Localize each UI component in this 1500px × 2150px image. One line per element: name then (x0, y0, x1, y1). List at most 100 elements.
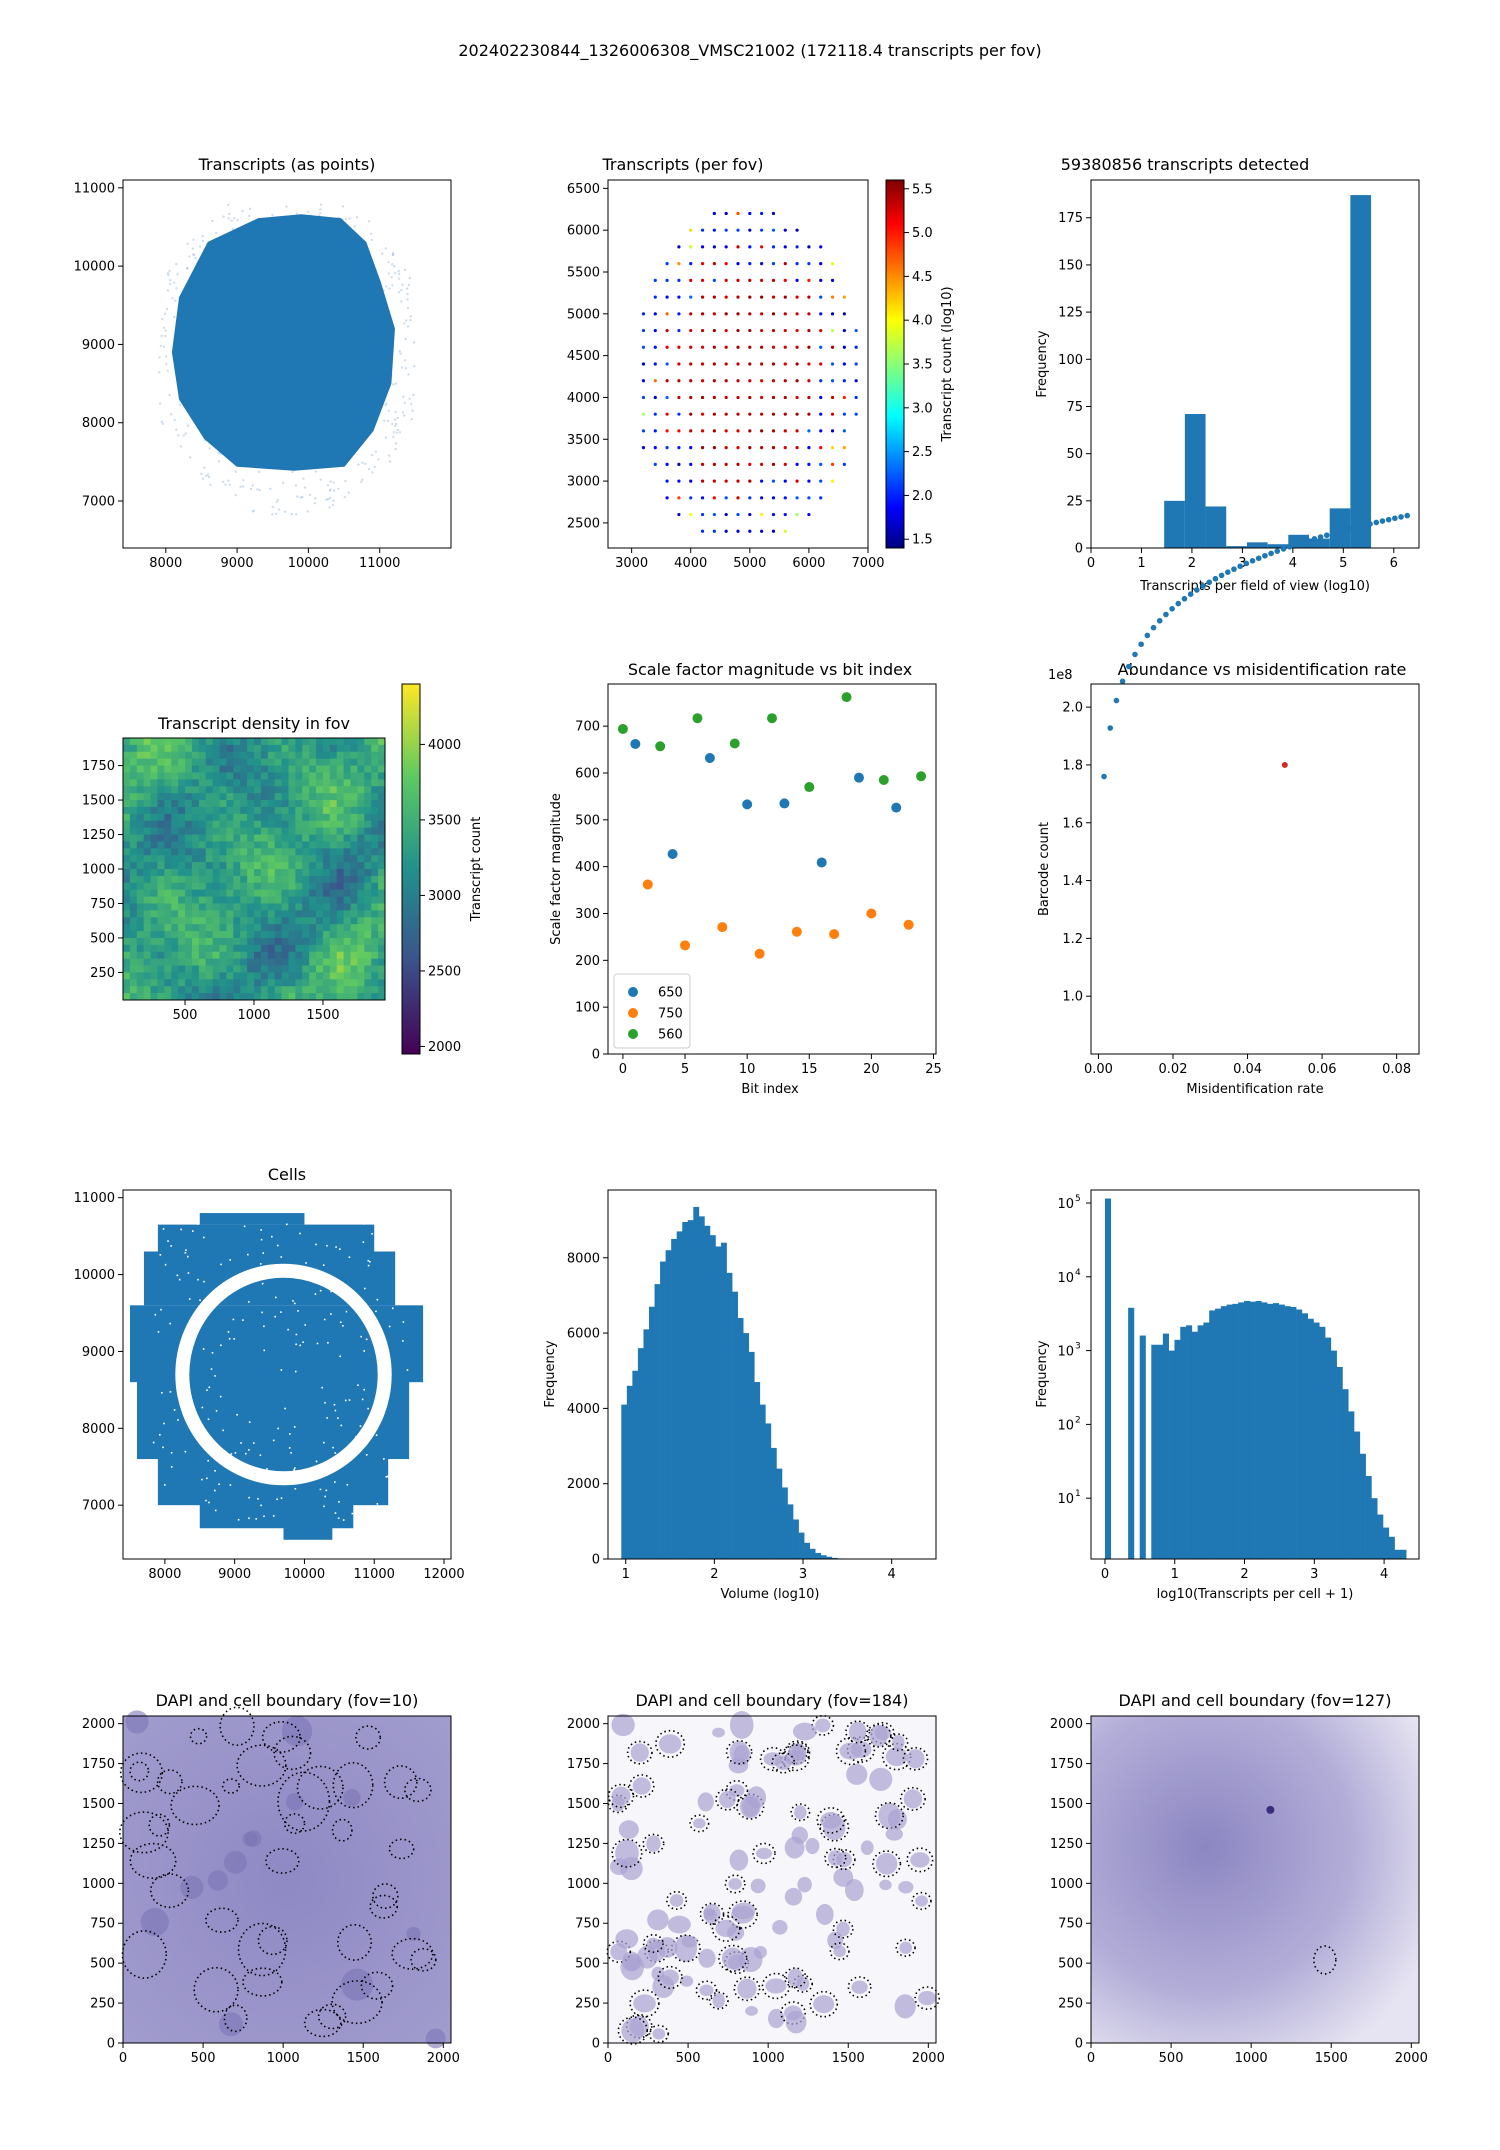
fov-point (677, 245, 681, 249)
fov-point (854, 362, 858, 366)
density-cell (343, 765, 351, 773)
x-tick-label: 10000 (288, 556, 329, 571)
cell-gap (203, 1280, 205, 1283)
nucleus (697, 1792, 714, 1812)
density-cell (150, 765, 158, 773)
density-cell (281, 751, 289, 760)
density-cell (274, 924, 282, 932)
fov-point (819, 479, 823, 483)
hist-bar (1330, 1350, 1337, 1559)
density-cell (178, 772, 186, 780)
density-cell (309, 827, 317, 835)
fov-point (736, 512, 740, 517)
density-cell (295, 779, 303, 787)
faint-point (169, 278, 172, 282)
density-cell (288, 869, 296, 877)
density-cell (212, 800, 220, 808)
hist-bar (1232, 1303, 1239, 1559)
fov-point (665, 395, 669, 400)
nucleus (651, 1966, 665, 1982)
hist-bar (787, 1504, 794, 1559)
density-cell (164, 896, 172, 904)
density-cell (322, 993, 331, 1001)
cell-gap (290, 1452, 292, 1454)
density-cell (164, 965, 172, 973)
density-cell (329, 951, 338, 960)
nucleus (869, 1724, 888, 1747)
density-cell (378, 834, 386, 842)
density-cell (329, 744, 338, 753)
density-cell (267, 793, 276, 801)
density-cell (322, 841, 331, 849)
cell-gap (343, 1285, 346, 1287)
density-cell (136, 786, 145, 794)
density-cell (136, 979, 145, 987)
y-tick-exponent: 1 (1075, 1489, 1081, 1499)
density-cell (212, 758, 220, 766)
cell-gap (252, 1268, 255, 1271)
density-cell (254, 958, 262, 966)
density-cell (316, 862, 324, 870)
faint-point (165, 362, 168, 366)
density-cell (309, 972, 317, 980)
cell-gap (399, 1278, 402, 1281)
density-cell (123, 834, 131, 842)
density-cell (157, 786, 165, 794)
y-tick-label: 1750 (82, 1757, 115, 1772)
density-cell (378, 848, 386, 856)
density-cell (378, 827, 386, 835)
density-cell (171, 882, 179, 891)
cell-boundary (725, 1739, 753, 1765)
density-cell (316, 779, 324, 787)
density-cell (198, 951, 207, 960)
hist-bar (1191, 1331, 1198, 1559)
density-cell (247, 827, 255, 835)
density-cell (123, 793, 131, 801)
fov-point (700, 512, 705, 517)
density-cell (357, 875, 365, 884)
fov-point (700, 228, 705, 232)
x-tick-label: 8000 (148, 1567, 181, 1582)
density-cell (288, 903, 296, 911)
density-cell (247, 931, 255, 939)
nucleus (851, 1980, 868, 1994)
fov-point (689, 446, 693, 450)
cell-gap (356, 1513, 359, 1516)
density-cell (322, 903, 331, 911)
density-cell (260, 827, 269, 835)
density-cell (185, 917, 193, 925)
fov-point (677, 446, 681, 450)
density-cell (157, 758, 165, 766)
cell-gap (193, 1317, 196, 1320)
fov-point (748, 345, 752, 349)
fov-point (700, 245, 705, 249)
density-cell (226, 751, 234, 760)
cell-boundary (711, 1914, 741, 1942)
density-cell (164, 738, 172, 746)
density-cell (254, 758, 262, 766)
density-cell (191, 993, 200, 1001)
density-cell (267, 931, 276, 939)
density-cell (198, 800, 207, 808)
density-cell (254, 937, 262, 946)
fov-point (665, 429, 669, 433)
density-cell (157, 855, 165, 863)
density-cell (350, 834, 358, 842)
cell-boundary (296, 1765, 344, 1810)
y-tick-label: 125 (1058, 306, 1083, 321)
y-tick-label: 0 (1075, 2037, 1083, 2052)
x-tick-label: 6000 (792, 556, 825, 571)
cell-boundary (670, 1934, 701, 1963)
fov-point (795, 479, 799, 483)
density-cell (378, 800, 386, 808)
density-cell (357, 965, 365, 973)
density-cell (336, 834, 345, 842)
density-cell (123, 806, 131, 815)
density-cell (205, 875, 214, 884)
density-cell (343, 793, 351, 801)
density-cell (254, 841, 262, 849)
density-cell (322, 972, 331, 980)
density-cell (123, 765, 131, 773)
cell-gap (228, 1337, 231, 1340)
cell-boundary (724, 1874, 746, 1894)
